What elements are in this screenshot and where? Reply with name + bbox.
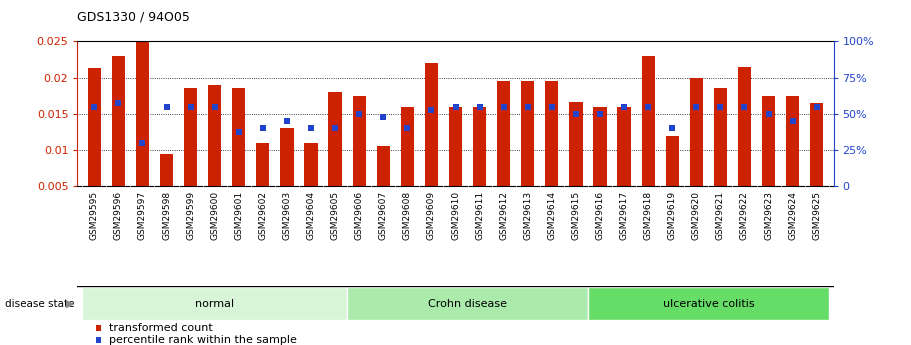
Text: GSM29625: GSM29625 bbox=[813, 191, 821, 240]
FancyBboxPatch shape bbox=[588, 287, 829, 320]
Bar bbox=[690, 78, 703, 186]
Text: transformed count: transformed count bbox=[109, 323, 213, 333]
Text: GSM29611: GSM29611 bbox=[475, 191, 484, 240]
Text: GSM29609: GSM29609 bbox=[427, 191, 436, 240]
FancyBboxPatch shape bbox=[82, 287, 347, 320]
Bar bbox=[353, 96, 366, 186]
Bar bbox=[281, 128, 293, 186]
Bar bbox=[521, 81, 535, 186]
Text: GSM29617: GSM29617 bbox=[619, 191, 629, 240]
Text: GSM29624: GSM29624 bbox=[788, 191, 797, 240]
Bar bbox=[473, 107, 486, 186]
Bar bbox=[184, 89, 198, 186]
Text: GSM29621: GSM29621 bbox=[716, 191, 725, 240]
Bar bbox=[136, 41, 149, 186]
Text: GSM29616: GSM29616 bbox=[596, 191, 605, 240]
Bar bbox=[713, 89, 727, 186]
Text: GSM29596: GSM29596 bbox=[114, 191, 123, 240]
Text: GSM29602: GSM29602 bbox=[259, 191, 267, 240]
Text: ▶: ▶ bbox=[66, 299, 74, 308]
Text: GSM29614: GSM29614 bbox=[548, 191, 557, 240]
Text: GSM29618: GSM29618 bbox=[644, 191, 652, 240]
Text: GSM29603: GSM29603 bbox=[282, 191, 292, 240]
Bar bbox=[569, 101, 582, 186]
Bar bbox=[666, 136, 679, 186]
Bar bbox=[425, 63, 438, 186]
Text: GDS1330 / 94O05: GDS1330 / 94O05 bbox=[77, 10, 190, 23]
Bar bbox=[304, 143, 318, 186]
Bar bbox=[160, 154, 173, 186]
Text: GSM29622: GSM29622 bbox=[740, 191, 749, 240]
Text: GSM29610: GSM29610 bbox=[451, 191, 460, 240]
Bar bbox=[256, 143, 270, 186]
Text: GSM29606: GSM29606 bbox=[354, 191, 363, 240]
Bar bbox=[401, 107, 414, 186]
Text: GSM29598: GSM29598 bbox=[162, 191, 171, 240]
Text: GSM29600: GSM29600 bbox=[210, 191, 220, 240]
Text: normal: normal bbox=[195, 299, 234, 308]
Bar bbox=[738, 67, 751, 186]
Bar bbox=[641, 56, 655, 186]
Bar bbox=[618, 107, 630, 186]
Bar bbox=[232, 89, 245, 186]
Bar bbox=[545, 81, 558, 186]
Text: GSM29613: GSM29613 bbox=[523, 191, 532, 240]
Text: GSM29615: GSM29615 bbox=[571, 191, 580, 240]
Text: disease state: disease state bbox=[5, 299, 74, 308]
Text: GSM29608: GSM29608 bbox=[403, 191, 412, 240]
Bar bbox=[208, 85, 221, 186]
Bar bbox=[376, 146, 390, 186]
Text: GSM29599: GSM29599 bbox=[186, 191, 195, 240]
FancyBboxPatch shape bbox=[347, 287, 588, 320]
Bar bbox=[762, 96, 775, 186]
Bar bbox=[810, 103, 824, 186]
Bar bbox=[786, 96, 799, 186]
Text: GSM29619: GSM29619 bbox=[668, 191, 677, 240]
Text: GSM29595: GSM29595 bbox=[90, 191, 98, 240]
Bar bbox=[593, 107, 607, 186]
Text: GSM29604: GSM29604 bbox=[306, 191, 315, 240]
Bar bbox=[449, 107, 462, 186]
Text: Crohn disease: Crohn disease bbox=[428, 299, 507, 308]
Text: GSM29620: GSM29620 bbox=[691, 191, 701, 240]
Text: GSM29605: GSM29605 bbox=[331, 191, 340, 240]
Text: GSM29607: GSM29607 bbox=[379, 191, 388, 240]
Text: ulcerative colitis: ulcerative colitis bbox=[662, 299, 754, 308]
Text: GSM29601: GSM29601 bbox=[234, 191, 243, 240]
Text: percentile rank within the sample: percentile rank within the sample bbox=[109, 335, 297, 345]
Text: GSM29623: GSM29623 bbox=[764, 191, 773, 240]
Text: GSM29597: GSM29597 bbox=[138, 191, 147, 240]
Bar bbox=[497, 81, 510, 186]
Bar bbox=[112, 56, 125, 186]
Text: GSM29612: GSM29612 bbox=[499, 191, 508, 240]
Bar bbox=[87, 68, 101, 186]
Bar bbox=[329, 92, 342, 186]
